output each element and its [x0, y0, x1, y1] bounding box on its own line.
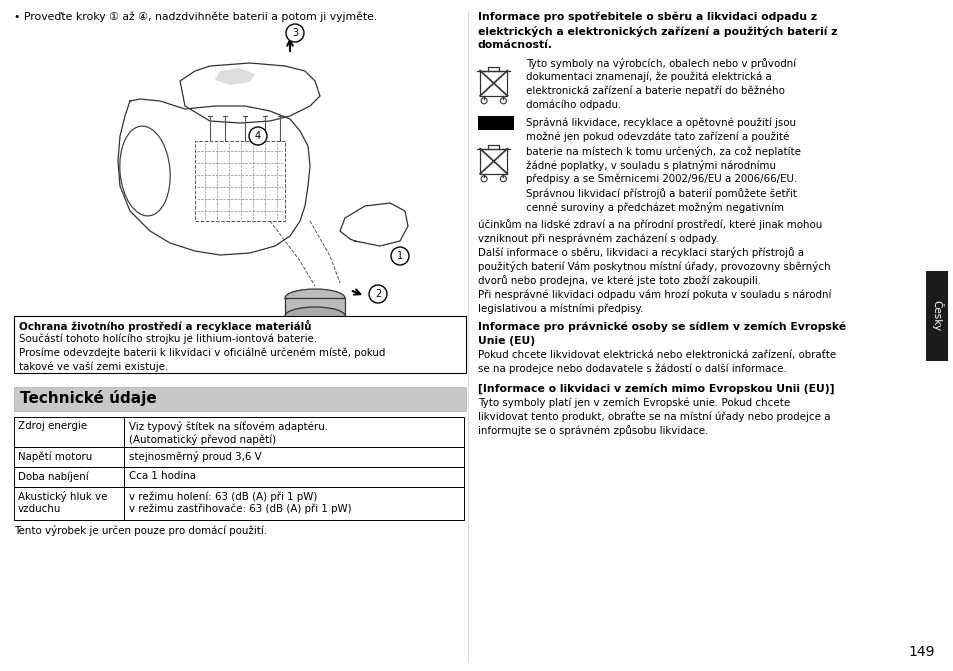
Text: předpisy a se Směrnicemi 2002/96/EU a 2006/66/EU.: předpisy a se Směrnicemi 2002/96/EU a 20…: [525, 174, 797, 185]
Text: Zdroj energie: Zdroj energie: [18, 421, 87, 431]
Text: domácího odpadu.: domácího odpadu.: [525, 100, 620, 111]
Text: baterie na místech k tomu určených, za což neplatíte: baterie na místech k tomu určených, za c…: [525, 146, 801, 157]
Text: elektronická zařízení a baterie nepatří do běžného: elektronická zařízení a baterie nepatří …: [525, 86, 784, 97]
Text: Technické údaje: Technické údaje: [20, 390, 156, 406]
Text: 4: 4: [254, 131, 261, 141]
Text: takové ve vaší zemi existuje.: takové ve vaší zemi existuje.: [19, 361, 168, 372]
Text: [Informace o likvidaci v zemích mimo Evropskou Unii (EU)]: [Informace o likvidaci v zemích mimo Evr…: [477, 383, 834, 394]
Bar: [14, 447, 463, 467]
Text: Akustický hluk ve
vzduchu: Akustický hluk ve vzduchu: [18, 491, 108, 513]
Text: 2: 2: [375, 289, 381, 299]
Text: dokumentaci znamenají, že použitá elektrická a: dokumentaci znamenají, že použitá elektr…: [525, 72, 771, 83]
Text: Při nesprávné likvidaci odpadu vám hrozí pokuta v souladu s národní: Při nesprávné likvidaci odpadu vám hrozí…: [477, 289, 830, 299]
Bar: [925, 271, 947, 361]
Text: Tento výrobek je určen pouze pro domácí použití.: Tento výrobek je určen pouze pro domácí …: [14, 525, 267, 536]
Text: Součástí tohoto holícího strojku je lithium-iontová baterie.: Součástí tohoto holícího strojku je lith…: [19, 334, 316, 344]
Bar: [14, 417, 463, 447]
Text: dvorů nebo prodejna, ve které jste toto zboží zakoupili.: dvorů nebo prodejna, ve které jste toto …: [477, 275, 760, 286]
Text: 149: 149: [907, 645, 934, 659]
Bar: [14, 467, 463, 487]
Text: Informace pro spotřebitele o sběru a likvidaci odpadu z: Informace pro spotřebitele o sběru a lik…: [477, 12, 817, 23]
Circle shape: [391, 247, 409, 265]
Circle shape: [249, 127, 267, 145]
Bar: [477, 116, 514, 130]
Text: Ochrana životního prostředí a recyklace materiálů: Ochrana životního prostředí a recyklace …: [19, 320, 312, 332]
Text: elektrických a elektronických zařízení a použitých baterií z: elektrických a elektronických zařízení a…: [477, 26, 837, 37]
Text: domácností.: domácností.: [477, 40, 553, 50]
Text: Napětí motoru: Napětí motoru: [18, 451, 92, 462]
Bar: [14, 487, 463, 520]
Text: použitých baterií Vám poskytnou místní úřady, provozovny sběrných: použitých baterií Vám poskytnou místní ú…: [477, 261, 830, 272]
Text: • Proveďte kroky ① až ④, nadzdvihněte baterii a potom ji vyjměte.: • Proveďte kroky ① až ④, nadzdvihněte ba…: [14, 12, 376, 23]
Text: stejnosměrný proud 3,6 V: stejnosměrný proud 3,6 V: [129, 451, 261, 462]
Circle shape: [286, 24, 304, 42]
Text: Správnou likvidací přístrojů a baterií pomůžete šetřit: Správnou likvidací přístrojů a baterií p…: [525, 188, 796, 199]
Text: Pokud chcete likvidovat elektrická nebo elektronická zařízení, obraťte: Pokud chcete likvidovat elektrická nebo …: [477, 350, 836, 360]
Text: Tyto symboly na výrobcích, obalech nebo v průvodní: Tyto symboly na výrobcích, obalech nebo …: [525, 58, 796, 69]
Text: informujte se o správném způsobu likvidace.: informujte se o správném způsobu likvida…: [477, 425, 708, 436]
Bar: [14, 316, 465, 373]
Text: 3: 3: [292, 28, 297, 38]
Text: žádné poplatky, v souladu s platnými národnímu: žádné poplatky, v souladu s platnými nár…: [525, 160, 775, 171]
Bar: [14, 387, 465, 411]
Text: Doba nabíjení: Doba nabíjení: [18, 471, 89, 482]
Text: Další informace o sběru, likvidaci a recyklaci starých přístrojů a: Další informace o sběru, likvidaci a rec…: [477, 247, 803, 258]
Text: 1: 1: [396, 251, 402, 261]
Text: možné jen pokud odevzdáte tato zařízení a použité: možné jen pokud odevzdáte tato zařízení …: [525, 132, 788, 142]
Polygon shape: [285, 298, 345, 316]
Text: Cca 1 hodina: Cca 1 hodina: [129, 471, 195, 481]
Text: Tyto symboly platí jen v zemích Evropské unie. Pokud chcete: Tyto symboly platí jen v zemích Evropské…: [477, 397, 789, 407]
Text: se na prodejce nebo dodavatele s žádostí o další informace.: se na prodejce nebo dodavatele s žádostí…: [477, 364, 786, 374]
Ellipse shape: [285, 289, 345, 307]
Text: účinkům na lidské zdraví a na přírodní prostředí, které jinak mohou: účinkům na lidské zdraví a na přírodní p…: [477, 219, 821, 230]
Text: cenné suroviny a předcházet možným negativním: cenné suroviny a předcházet možným negat…: [525, 202, 783, 213]
Text: v režimu holení: 63 (dB (A) při 1 pW)
v režimu zastřihovače: 63 (dB (A) při 1 pW: v režimu holení: 63 (dB (A) při 1 pW) v …: [129, 491, 352, 514]
Text: vzniknout při nesprávném zacházení s odpady.: vzniknout při nesprávném zacházení s odp…: [477, 233, 718, 244]
Ellipse shape: [285, 307, 345, 325]
Polygon shape: [214, 68, 254, 85]
Circle shape: [369, 285, 387, 303]
Text: Unie (EU): Unie (EU): [477, 336, 535, 346]
Text: likvidovat tento produkt, obraťte se na místní úřady nebo prodejce a: likvidovat tento produkt, obraťte se na …: [477, 411, 830, 422]
Text: Správná likvidace, recyklace a opětovné použití jsou: Správná likvidace, recyklace a opětovné …: [525, 118, 795, 129]
Text: Prosíme odevzdejte baterii k likvidaci v oficiálně určeném místě, pokud: Prosíme odevzdejte baterii k likvidaci v…: [19, 348, 385, 358]
Text: Viz typový štítek na síťovém adaptéru.
(Automatický převod napětí): Viz typový štítek na síťovém adaptéru. (…: [129, 421, 328, 445]
Text: Česky: Česky: [930, 301, 942, 331]
Text: legislativou a místními předpisy.: legislativou a místními předpisy.: [477, 303, 642, 313]
Text: Informace pro právnické osoby se sídlem v zemích Evropské: Informace pro právnické osoby se sídlem …: [477, 322, 845, 333]
